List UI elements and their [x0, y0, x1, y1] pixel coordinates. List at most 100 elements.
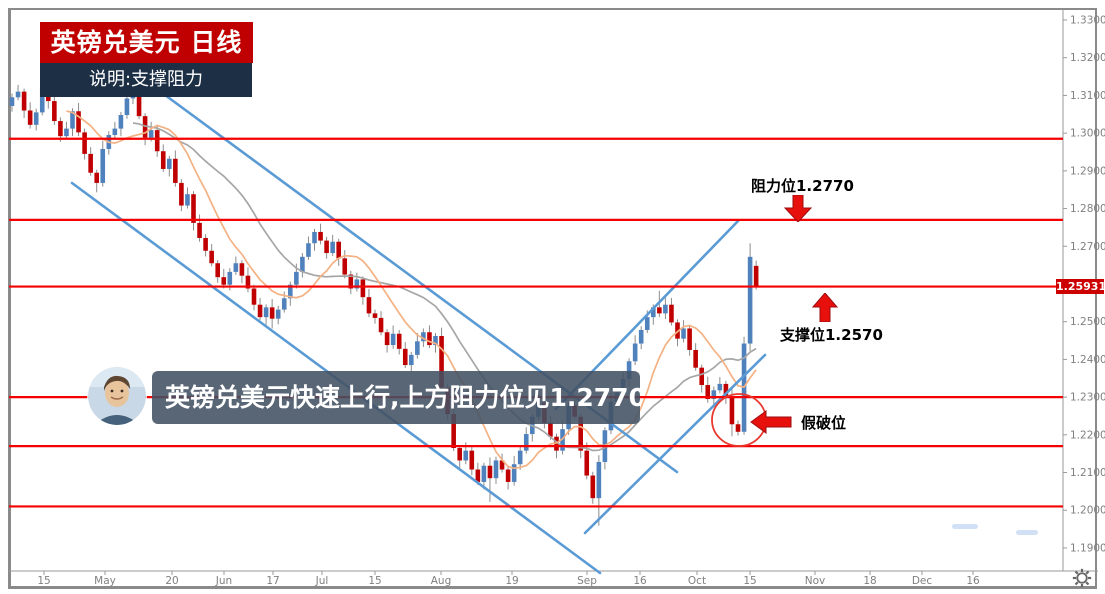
- watermark-smudge: [1016, 530, 1038, 535]
- candle-body: [318, 231, 323, 241]
- candle-body: [33, 112, 39, 125]
- chart-frame: [8, 8, 1097, 589]
- candle-body: [342, 258, 348, 275]
- candle-body: [154, 130, 160, 152]
- candle-body: [481, 465, 487, 482]
- candle-body: [675, 322, 680, 339]
- headline-text: 英镑兑美元快速上行,上方阻力位见1.2770: [165, 383, 640, 412]
- candle-body: [487, 465, 493, 479]
- headline-banner: 英镑兑美元快速上行,上方阻力位见1.2770: [152, 371, 640, 424]
- support-annotation: 支撑位1.2570: [780, 326, 883, 344]
- candle-body: [124, 98, 130, 116]
- candle-body: [324, 240, 329, 254]
- candle-body: [288, 284, 293, 299]
- candle-body: [312, 231, 317, 244]
- candle-body: [52, 101, 57, 122]
- date-tick-label: 15: [368, 575, 381, 587]
- candle-body: [517, 450, 523, 465]
- date-tick-label: 20: [165, 575, 178, 587]
- candle-body: [118, 115, 124, 129]
- candle-body: [626, 361, 632, 379]
- resistance-annotation: 阻力位1.2770: [751, 177, 854, 195]
- date-tick-label: Nov: [805, 575, 826, 587]
- price-tick-label: 1.27000: [1070, 241, 1105, 253]
- candle-body: [415, 341, 420, 355]
- price-tick-label: 1.22000: [1070, 429, 1105, 441]
- candle-body: [729, 396, 735, 425]
- candle-body: [451, 414, 456, 449]
- candle-body: [747, 256, 753, 344]
- candle-body: [185, 194, 190, 206]
- price-tick-label: 1.30000: [1070, 128, 1105, 140]
- candle-body: [257, 304, 263, 318]
- candle-body: [21, 91, 27, 111]
- avatar-photo-icon: [88, 367, 146, 425]
- candle-body: [360, 279, 366, 298]
- date-tick-label: Aug: [431, 575, 452, 587]
- date-tick-label: May: [94, 575, 116, 587]
- candle-body: [372, 313, 378, 318]
- price-tick-label: 1.21000: [1070, 467, 1105, 479]
- candle-body: [221, 277, 227, 285]
- date-tick-label: 17: [266, 575, 279, 587]
- candle-body: [409, 354, 414, 366]
- candle-body: [439, 336, 444, 388]
- candle-body: [58, 121, 63, 137]
- candle-body: [167, 158, 172, 169]
- ma-fast-line: [66, 110, 757, 470]
- candle-body: [173, 158, 178, 183]
- candle-body: [179, 182, 184, 206]
- date-tick-label: 15: [37, 575, 50, 587]
- candle-body: [82, 132, 87, 154]
- price-tick-label: 1.32000: [1070, 52, 1105, 64]
- candle-body: [88, 153, 93, 173]
- note-badge: 说明:支撑阻力: [40, 63, 252, 97]
- candle-body: [469, 450, 475, 470]
- candle-body: [396, 333, 402, 349]
- false-break-annotation: 假破位: [801, 414, 847, 432]
- candle-body: [687, 328, 692, 350]
- candle-body: [15, 91, 21, 98]
- candle-body: [263, 307, 269, 318]
- candle-body: [421, 332, 426, 342]
- price-tick-label: 1.23000: [1070, 392, 1105, 404]
- candle-body: [505, 469, 511, 482]
- candle-body: [148, 130, 154, 138]
- candle-body: [251, 288, 257, 305]
- candle-body: [203, 237, 208, 251]
- candle-body: [723, 383, 729, 397]
- candle-body: [596, 461, 602, 499]
- candle-body: [378, 317, 384, 333]
- price-tick-label: 1.29000: [1070, 165, 1105, 177]
- down-arrow-icon: [784, 195, 812, 222]
- candle-body: [644, 317, 650, 330]
- candle-body: [717, 383, 723, 391]
- left-arrow-icon: [750, 410, 792, 434]
- candle-body: [100, 148, 106, 183]
- ma-slow-line: [132, 122, 757, 452]
- up-arrow-icon: [812, 293, 838, 322]
- current-price-badge: 1.25931: [1056, 279, 1105, 295]
- date-tick-label: Sep: [577, 575, 597, 587]
- date-tick-label: 19: [505, 575, 518, 587]
- candle-body: [39, 87, 45, 113]
- gear-icon[interactable]: [1071, 567, 1093, 589]
- symbol-title-badge: 英镑兑美元 日线: [40, 22, 253, 63]
- candle-body: [705, 385, 711, 399]
- symbol-title: 英镑兑美元 日线: [50, 28, 243, 57]
- candle-body: [632, 343, 638, 362]
- candle-body: [427, 332, 432, 346]
- candle-body: [657, 307, 662, 314]
- date-tick-label: Oct: [688, 575, 706, 587]
- date-tick-label: Jul: [315, 575, 329, 587]
- candle-body: [475, 469, 481, 482]
- candle-body: [711, 390, 717, 399]
- date-tick-label: 16: [633, 575, 647, 587]
- candle-body: [402, 348, 408, 366]
- candle-body: [669, 304, 674, 323]
- candle-body: [493, 460, 499, 479]
- candle-body: [463, 450, 469, 461]
- candle-body: [366, 297, 372, 314]
- candle-body: [112, 128, 118, 136]
